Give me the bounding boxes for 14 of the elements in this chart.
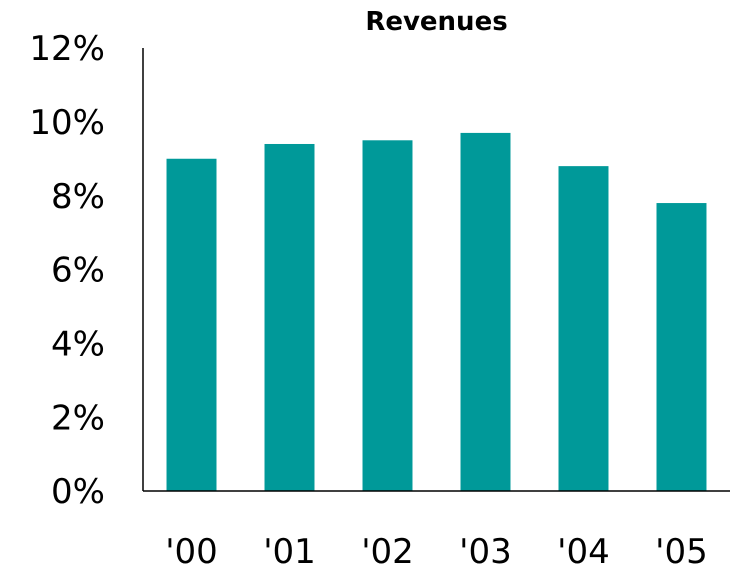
x-tick-label: '03 xyxy=(459,532,512,572)
x-tick-label: '01 xyxy=(263,532,316,572)
y-tick-label: 0% xyxy=(51,472,105,512)
x-tick-label: '05 xyxy=(655,532,708,572)
y-tick-label: 2% xyxy=(51,398,105,438)
y-tick-label: 8% xyxy=(51,176,105,217)
y-tick-label: 4% xyxy=(51,324,105,365)
x-tick-label: '00 xyxy=(165,532,218,572)
y-tick-label: 12% xyxy=(29,29,105,70)
x-tick-label: '04 xyxy=(557,532,610,572)
chart-title: Revenues xyxy=(365,7,508,37)
y-tick-label: 6% xyxy=(51,250,105,291)
x-tick-label: '02 xyxy=(361,532,414,572)
y-tick-label: 10% xyxy=(29,103,105,144)
